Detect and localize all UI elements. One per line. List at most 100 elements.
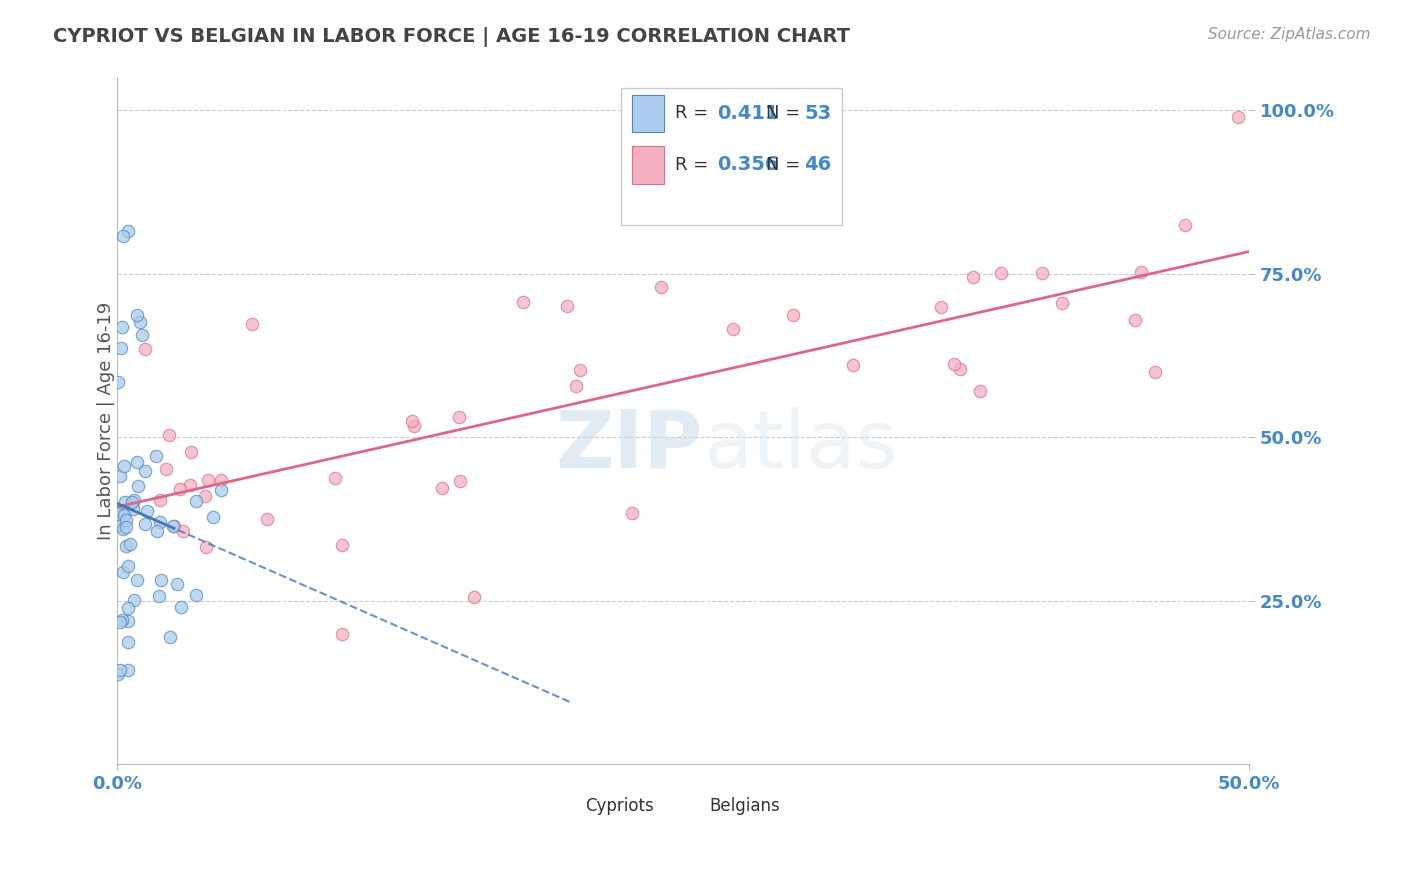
- Point: [1174, 218, 1197, 232]
- Point: [1052, 295, 1074, 310]
- Point: [555, 299, 578, 313]
- FancyBboxPatch shape: [553, 796, 578, 816]
- Text: Belgians: Belgians: [710, 797, 780, 814]
- Point: [107, 507, 129, 521]
- Point: [125, 574, 148, 588]
- Point: [721, 322, 744, 336]
- Point: [184, 494, 207, 508]
- Point: [134, 342, 156, 356]
- Point: [117, 663, 139, 677]
- Point: [842, 358, 865, 372]
- Point: [929, 300, 952, 314]
- Text: 46: 46: [804, 155, 832, 174]
- FancyBboxPatch shape: [633, 95, 664, 132]
- Point: [145, 524, 167, 539]
- Text: N =: N =: [766, 156, 806, 174]
- Point: [127, 478, 149, 492]
- Point: [108, 664, 131, 678]
- Point: [325, 471, 347, 485]
- Point: [107, 375, 129, 389]
- Text: Cypriots: Cypriots: [585, 797, 654, 814]
- Point: [115, 513, 138, 527]
- Point: [166, 577, 188, 591]
- Text: R =: R =: [675, 156, 714, 174]
- Point: [170, 600, 193, 615]
- Point: [135, 503, 157, 517]
- Point: [430, 482, 453, 496]
- Point: [149, 493, 172, 508]
- Point: [447, 409, 470, 424]
- Point: [256, 512, 278, 526]
- Point: [209, 474, 232, 488]
- Point: [159, 630, 181, 644]
- Point: [1129, 265, 1152, 279]
- Point: [782, 308, 804, 322]
- Point: [117, 635, 139, 649]
- Text: ZIP: ZIP: [555, 407, 703, 485]
- Point: [569, 363, 592, 377]
- Point: [107, 518, 129, 533]
- Point: [111, 228, 134, 243]
- Point: [114, 495, 136, 509]
- Point: [107, 667, 129, 681]
- Point: [112, 458, 135, 473]
- Point: [1143, 365, 1166, 379]
- Point: [179, 478, 201, 492]
- Point: [117, 224, 139, 238]
- Point: [112, 565, 135, 579]
- Point: [117, 600, 139, 615]
- Point: [990, 266, 1012, 280]
- Point: [115, 540, 138, 554]
- Point: [1227, 110, 1250, 124]
- Point: [134, 464, 156, 478]
- Text: R =: R =: [675, 104, 714, 122]
- Point: [197, 473, 219, 487]
- Point: [172, 524, 194, 538]
- Point: [240, 317, 263, 331]
- Point: [117, 615, 139, 629]
- Point: [194, 489, 217, 503]
- Point: [169, 482, 191, 496]
- Point: [621, 506, 644, 520]
- Point: [1123, 313, 1146, 327]
- Point: [128, 315, 150, 329]
- Point: [122, 492, 145, 507]
- Point: [962, 270, 984, 285]
- Text: 0.356: 0.356: [717, 155, 779, 174]
- Point: [110, 469, 132, 483]
- Point: [565, 379, 588, 393]
- Point: [110, 341, 132, 355]
- Text: CYPRIOT VS BELGIAN IN LABOR FORCE | AGE 16-19 CORRELATION CHART: CYPRIOT VS BELGIAN IN LABOR FORCE | AGE …: [53, 27, 851, 46]
- Point: [163, 519, 186, 533]
- Point: [118, 537, 141, 551]
- Point: [195, 540, 218, 554]
- Point: [127, 455, 149, 469]
- Text: Source: ZipAtlas.com: Source: ZipAtlas.com: [1208, 27, 1371, 42]
- Text: 53: 53: [804, 103, 831, 123]
- Point: [209, 483, 232, 497]
- Point: [942, 357, 965, 371]
- Point: [149, 515, 172, 529]
- Point: [463, 590, 485, 604]
- Point: [111, 613, 134, 627]
- Point: [111, 522, 134, 536]
- Point: [180, 445, 202, 459]
- Point: [449, 474, 471, 488]
- Point: [512, 295, 534, 310]
- Point: [969, 384, 991, 398]
- Point: [112, 508, 135, 522]
- Point: [186, 588, 208, 602]
- Point: [108, 615, 131, 629]
- Point: [131, 328, 153, 343]
- Point: [121, 495, 143, 509]
- Point: [111, 319, 134, 334]
- Point: [145, 449, 167, 463]
- Point: [114, 520, 136, 534]
- FancyBboxPatch shape: [633, 146, 664, 184]
- Y-axis label: In Labor Force | Age 16-19: In Labor Force | Age 16-19: [97, 301, 115, 540]
- Point: [162, 518, 184, 533]
- Point: [111, 505, 134, 519]
- FancyBboxPatch shape: [678, 796, 703, 816]
- Point: [127, 309, 149, 323]
- Point: [650, 280, 672, 294]
